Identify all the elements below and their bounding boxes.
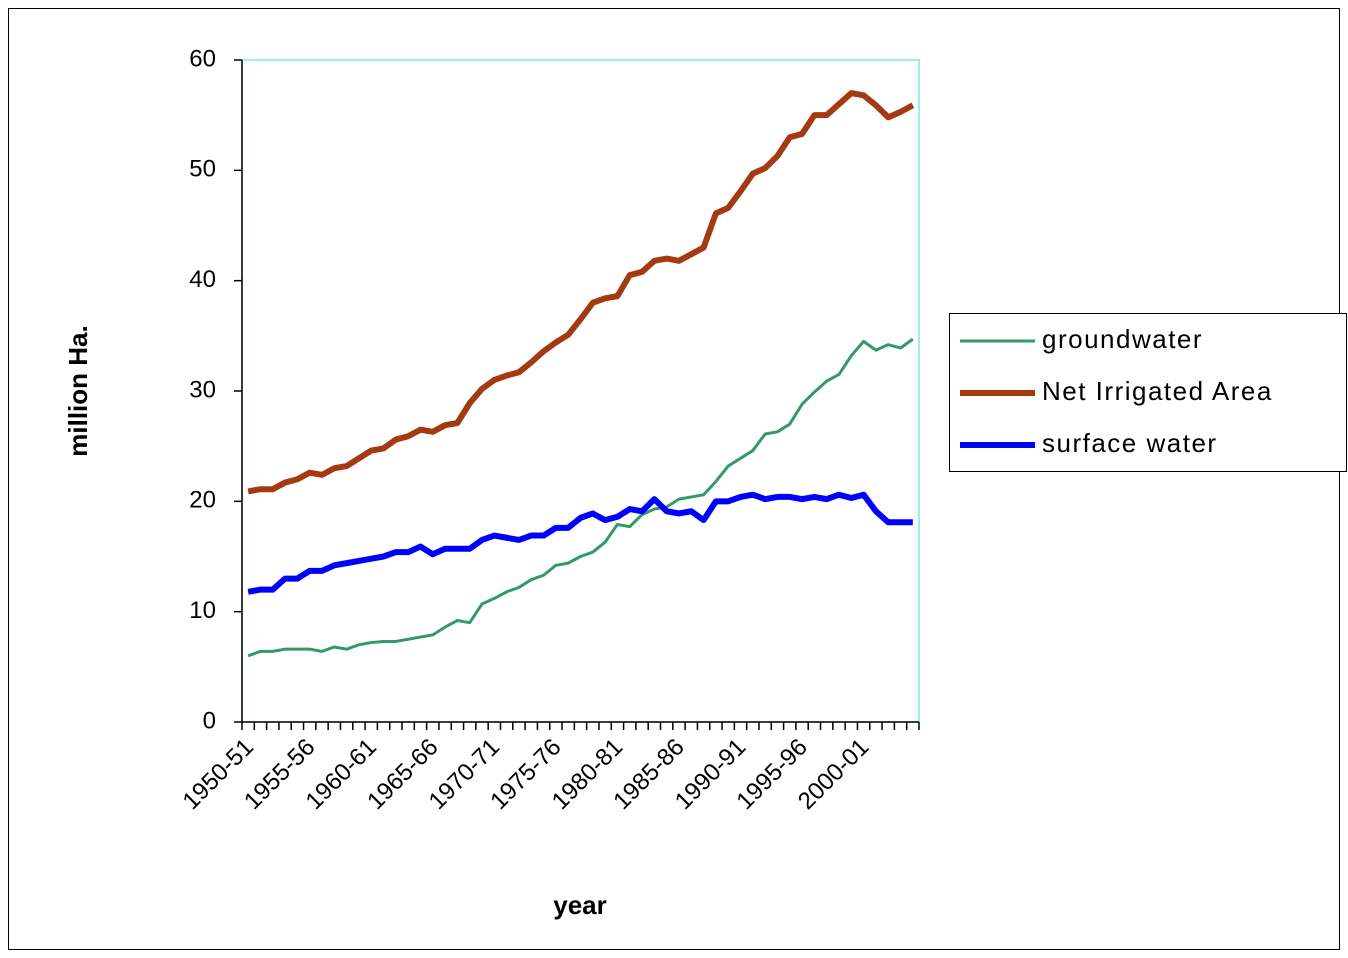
series-line [247, 337, 914, 658]
series-line [247, 491, 913, 595]
y-tick-label: 60 [189, 45, 216, 72]
legend-label: Net Irrigated Area [1042, 376, 1273, 406]
x-ticks [241, 722, 920, 730]
series-line [247, 90, 915, 495]
y-tick-label: 50 [189, 156, 216, 183]
y-tick-label: 40 [189, 266, 216, 293]
y-tick-label: 10 [189, 597, 216, 624]
x-axis-label: year [553, 890, 607, 920]
plot-area [241, 59, 920, 723]
y-tick-label: 30 [189, 376, 216, 403]
y-tick-label: 20 [189, 487, 216, 514]
y-axis-label: million Ha. [63, 325, 93, 456]
y-tick-label: 0 [203, 707, 216, 734]
legend-label: surface water [1042, 428, 1218, 458]
legend-label: groundwater [1042, 324, 1203, 354]
